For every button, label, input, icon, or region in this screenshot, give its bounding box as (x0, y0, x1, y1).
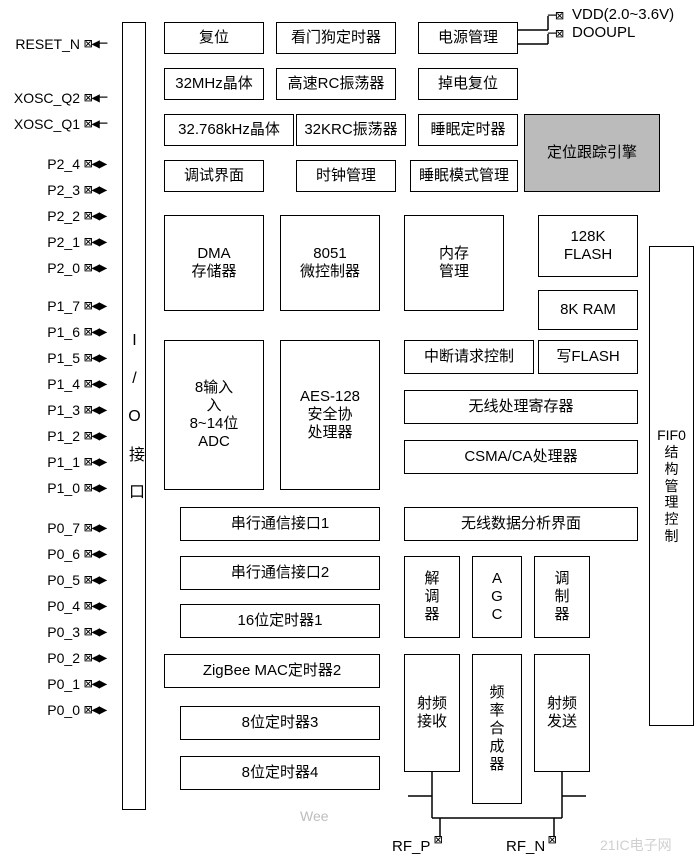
rf-n-label: RF_N (506, 838, 545, 855)
pin-label-P0_5: P0_5 (2, 572, 80, 588)
pin-symbol-P2_3: ⊠◀▶ (84, 182, 106, 198)
pin-symbol-P0_1: ⊠◀▶ (84, 676, 106, 692)
timer8-3-block: 8位定时器3 (180, 706, 380, 740)
pin-label-P1_7: P1_7 (2, 298, 80, 314)
watchdog-block: 看门狗定时器 (276, 22, 396, 54)
timer8-4-block: 8位定时器4 (180, 756, 380, 790)
ram8k-block: 8K RAM (538, 290, 638, 330)
pin-symbol-XOSC_Q2: ⊠◀─ (84, 90, 106, 106)
pin-label-P0_3: P0_3 (2, 624, 80, 640)
pin-symbol-P0_0: ⊠◀▶ (84, 702, 106, 718)
vdd-symbol: ─⊠ (548, 8, 563, 24)
xtal32m-block: 32MHz晶体 (164, 68, 264, 100)
rf-p-label: RF_P (392, 838, 430, 855)
sleep-mode-block: 睡眠模式管理 (410, 160, 518, 192)
dooupl-label: DOOUPL (572, 24, 635, 41)
krc32-block: 32KRC振荡器 (296, 114, 406, 146)
pin-symbol-P1_2: ⊠◀▶ (84, 428, 106, 444)
pin-label-P2_4: P2_4 (2, 156, 80, 172)
mem-mgmt-block: 内存 管理 (404, 215, 504, 311)
pin-label-P0_2: P0_2 (2, 650, 80, 666)
pin-symbol-P0_2: ⊠◀▶ (84, 650, 106, 666)
bor-block: 掉电复位 (418, 68, 518, 100)
aes-block: AES-128 安全协 处理器 (280, 340, 380, 490)
pin-symbol-P2_1: ⊠◀▶ (84, 234, 106, 250)
adc-block: 8输入 入 8~14位 ADC (164, 340, 264, 490)
pin-symbol-P1_6: ⊠◀▶ (84, 324, 106, 340)
clock-mgmt-block: 时钟管理 (296, 160, 396, 192)
pin-label-P0_6: P0_6 (2, 546, 80, 562)
pin-label-P2_1: P2_1 (2, 234, 80, 250)
hsrc-block: 高速RC振荡器 (276, 68, 396, 100)
pin-symbol-P0_6: ⊠◀▶ (84, 546, 106, 562)
pin-symbol-P1_4: ⊠◀▶ (84, 376, 106, 392)
location-engine-block: 定位跟踪引擎 (524, 114, 660, 192)
uart2-block: 串行通信接口2 (180, 556, 380, 590)
csma-block: CSMA/CA处理器 (404, 440, 638, 474)
timer16-1-block: 16位定时器1 (180, 604, 380, 638)
pin-label-P0_0: P0_0 (2, 702, 80, 718)
dooupl-symbol: ─⊠ (548, 26, 563, 42)
pin-symbol-P0_4: ⊠◀▶ (84, 598, 106, 614)
mod-block: 调 制 器 (534, 556, 590, 638)
pin-symbol-P1_7: ⊠◀▶ (84, 298, 106, 314)
sleep-timer-block: 睡眠定时器 (418, 114, 518, 146)
watermark-21ic: 21IC电子网 (600, 835, 672, 855)
zigbee-timer2-block: ZigBee MAC定时器2 (164, 654, 380, 688)
debug-if-block: 调试界面 (164, 160, 264, 192)
rf-n-symbol: ⊠ (548, 832, 555, 848)
write-flash-block: 写FLASH (538, 340, 638, 374)
pin-symbol-P1_0: ⊠◀▶ (84, 480, 106, 496)
vdd-label: VDD(2.0~3.6V) (572, 6, 674, 23)
demod-block: 解 调 器 (404, 556, 460, 638)
pin-symbol-P1_5: ⊠◀▶ (84, 350, 106, 366)
synth-block: 频 率 合 成 器 (472, 654, 522, 804)
pin-symbol-P2_0: ⊠◀▶ (84, 260, 106, 276)
power-mgmt-block: 电源管理 (418, 22, 518, 54)
fifo-block: FIF0 结 构 管 理 控 制 (649, 246, 694, 726)
radio-reg-block: 无线处理寄存器 (404, 390, 638, 424)
pin-symbol-P0_7: ⊠◀▶ (84, 520, 106, 536)
io-interface-column: I / O 接 口 (122, 22, 146, 810)
pin-label-P2_3: P2_3 (2, 182, 80, 198)
dma-block: DMA 存储器 (164, 215, 264, 311)
io-label: I / O 接 口 (122, 332, 146, 501)
diagram-root: I / O 接 口 ─⊠ VDD(2.0~3.6V) ─⊠ DOOUPL 复位 … (0, 0, 700, 864)
rf-tx-block: 射频 发送 (534, 654, 590, 772)
rf-p-symbol: ⊠ (434, 832, 441, 848)
pin-symbol-P1_3: ⊠◀▶ (84, 402, 106, 418)
xtal32k-block: 32.768kHz晶体 (164, 114, 294, 146)
irq-block: 中断请求控制 (404, 340, 534, 374)
pin-symbol-XOSC_Q1: ⊠◀─ (84, 116, 106, 132)
reset-block: 复位 (164, 22, 264, 54)
pin-label-P2_2: P2_2 (2, 208, 80, 224)
pin-label-P1_4: P1_4 (2, 376, 80, 392)
pin-label-P1_0: P1_0 (2, 480, 80, 496)
agc-block: A G C (472, 556, 522, 638)
pin-label-XOSC_Q1: XOSC_Q1 (2, 116, 80, 132)
pin-label-P0_1: P0_1 (2, 676, 80, 692)
pin-symbol-P0_3: ⊠◀▶ (84, 624, 106, 640)
pin-label-P0_7: P0_7 (2, 520, 80, 536)
rf-rx-block: 射频 接收 (404, 654, 460, 772)
pin-label-P1_3: P1_3 (2, 402, 80, 418)
pin-label-P0_4: P0_4 (2, 598, 80, 614)
watermark-wee: Wee (300, 808, 329, 824)
radio-ui-block: 无线数据分析界面 (404, 507, 638, 541)
pin-label-P1_1: P1_1 (2, 454, 80, 470)
pin-label-P1_2: P1_2 (2, 428, 80, 444)
pin-label-P1_6: P1_6 (2, 324, 80, 340)
pin-symbol-P2_4: ⊠◀▶ (84, 156, 106, 172)
mcu8051-block: 8051 微控制器 (280, 215, 380, 311)
pin-label-XOSC_Q2: XOSC_Q2 (2, 90, 80, 106)
pin-symbol-P1_1: ⊠◀▶ (84, 454, 106, 470)
pin-symbol-P0_5: ⊠◀▶ (84, 572, 106, 588)
pin-label-P1_5: P1_5 (2, 350, 80, 366)
pin-symbol-RESET_N: ⊠◀─ (84, 36, 106, 52)
pin-symbol-P2_2: ⊠◀▶ (84, 208, 106, 224)
pin-label-RESET_N: RESET_N (2, 36, 80, 52)
pin-label-P2_0: P2_0 (2, 260, 80, 276)
uart1-block: 串行通信接口1 (180, 507, 380, 541)
flash128k-block: 128K FLASH (538, 215, 638, 277)
